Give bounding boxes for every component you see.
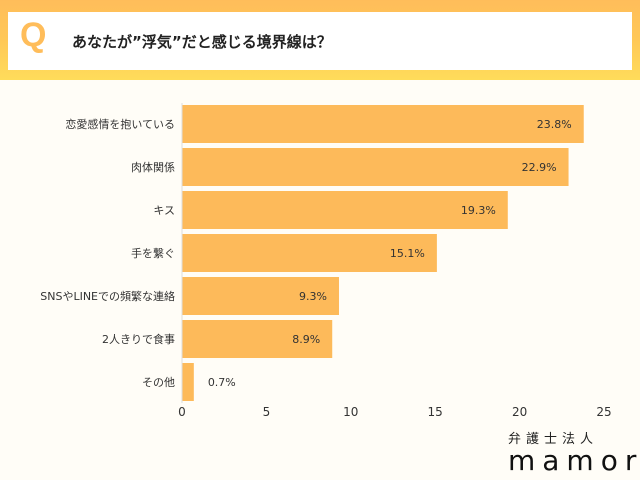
x-tick-label: 5 [263, 405, 271, 419]
data-label: 23.8% [537, 118, 572, 131]
data-label: 22.9% [522, 161, 557, 174]
category-label: キス [153, 204, 175, 217]
x-tick-label: 25 [596, 405, 611, 419]
logo-subtitle: 弁護士法人 [508, 432, 599, 447]
bar [182, 363, 194, 401]
x-tick-label: 15 [428, 405, 443, 419]
x-tick-label: 10 [343, 405, 358, 419]
question-box [8, 12, 632, 70]
bar [182, 191, 508, 229]
category-label: SNSやLINEでの頻繁な連絡 [40, 289, 175, 303]
category-label: 恋愛感情を抱いている [65, 117, 175, 131]
bar [182, 234, 437, 272]
bar [182, 320, 333, 358]
x-tick-label: 20 [512, 405, 527, 419]
data-label: 9.3% [299, 290, 327, 303]
category-label: 肉体関係 [131, 160, 175, 174]
q-mark: Q [20, 16, 47, 54]
data-label: 8.9% [292, 333, 320, 346]
bar [182, 105, 584, 143]
bar [182, 148, 569, 186]
data-label: 19.3% [461, 204, 496, 217]
category-label: 2人きりで食事 [102, 332, 175, 346]
question-title: あなたが”浮気”だと感じる境界線は？ [72, 33, 332, 51]
bar [182, 277, 339, 315]
category-label: 手を繋ぐ [131, 246, 175, 260]
category-label: その他 [142, 376, 175, 389]
data-label: 0.7% [208, 376, 236, 389]
data-label: 15.1% [390, 247, 425, 260]
x-tick-label: 0 [178, 405, 186, 419]
logo-wordmark: mamori [508, 444, 640, 477]
